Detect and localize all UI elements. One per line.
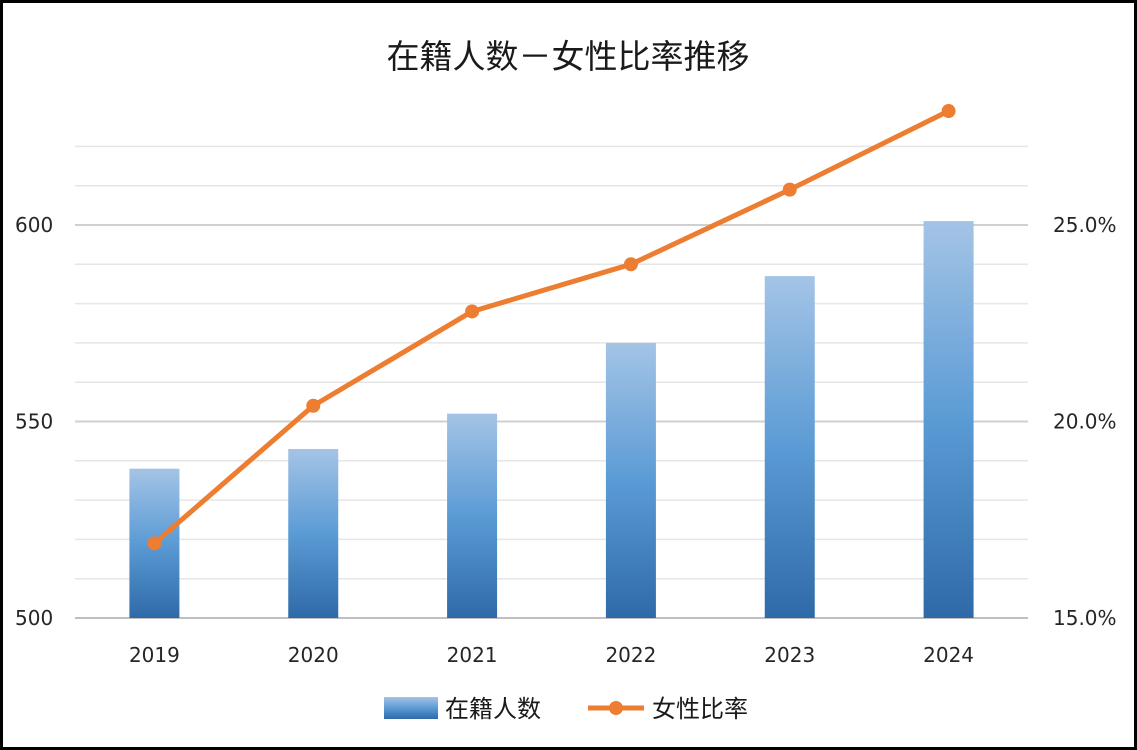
line-point xyxy=(306,398,321,413)
bar xyxy=(288,449,339,618)
combo-chart: 在籍人数－女性比率推移 500 550 600 15.0% 20.0% 25.0% 2019… xyxy=(15,37,1117,723)
line-path xyxy=(151,108,952,546)
x-axis-tick: 2022 xyxy=(605,643,656,667)
bar xyxy=(447,413,498,618)
x-axis-tick: 2019 xyxy=(129,643,180,667)
x-axis-tick: 2021 xyxy=(447,643,498,667)
line-point xyxy=(623,257,638,272)
x-axis-tick: 2023 xyxy=(764,643,815,667)
line-point xyxy=(465,304,480,319)
left-axis-tick: 600 xyxy=(15,213,53,237)
left-axis-tick: 550 xyxy=(15,410,53,434)
bar-series xyxy=(129,221,974,618)
axis-labels: 500 550 600 15.0% 20.0% 25.0% 2019 2020 2021 2022… xyxy=(15,213,1117,667)
left-axis-tick: 500 xyxy=(15,606,53,630)
line-point xyxy=(941,104,956,119)
line-point xyxy=(147,536,162,551)
legend-label-line: 女性比率 xyxy=(652,695,748,723)
chart-title: 在籍人数－女性比率推移 xyxy=(387,37,750,76)
right-axis-tick: 15.0% xyxy=(1053,606,1117,630)
bar xyxy=(923,221,974,618)
legend: 在籍人数 女性比率 xyxy=(384,695,748,723)
right-axis-tick: 20.0% xyxy=(1053,410,1117,434)
bar xyxy=(605,342,656,618)
x-axis-tick: 2020 xyxy=(288,643,339,667)
legend-line-marker xyxy=(609,701,623,715)
right-axis-tick: 25.0% xyxy=(1053,213,1117,237)
x-axis-tick: 2024 xyxy=(923,643,974,667)
legend-label-bar: 在籍人数 xyxy=(445,695,541,723)
line-series xyxy=(147,104,956,551)
legend-bar-swatch xyxy=(384,697,438,719)
bar xyxy=(764,276,815,618)
line-point xyxy=(782,182,797,197)
gridlines xyxy=(75,145,1028,619)
